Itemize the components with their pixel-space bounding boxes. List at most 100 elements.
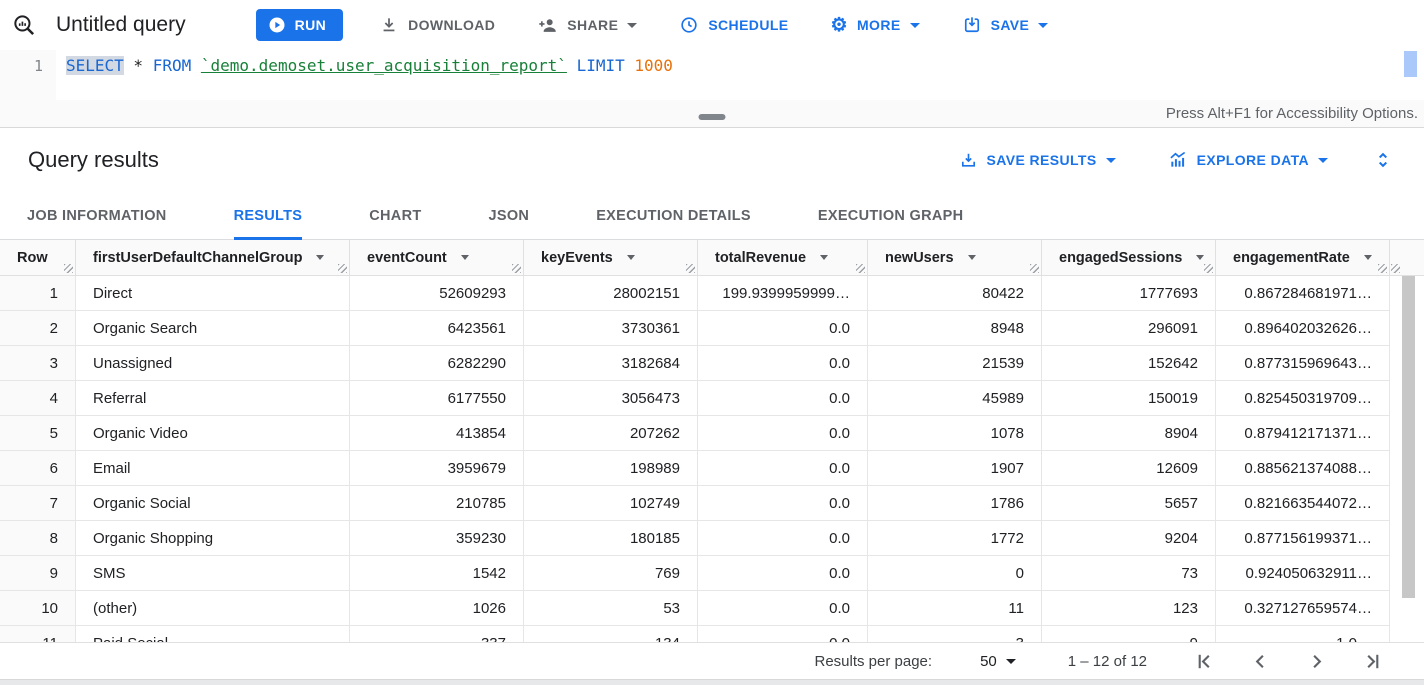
row-number-cell: 10 [0,591,76,626]
table-cell: 0.0 [698,311,868,346]
table-cell: 337 [350,626,524,642]
table-row: 7 Organic Social 210785 102749 0.0 1786 5657 0.… [0,486,1424,521]
more-button[interactable]: ⚙ MORE [823,10,928,41]
table-row: 10 (other) 1026 53 0.0 11 123 0.327127659574… [0,591,1424,626]
splitter-drag-handle[interactable] [698,114,726,120]
line-number-gutter: 1 [0,50,56,100]
tab-execution-details[interactable]: EXECUTION DETAILS [596,207,751,224]
table-cell: 1.0… [1216,626,1390,642]
row-number-cell: 9 [0,556,76,591]
column-header-firstuserdefaultchannelgroup[interactable]: firstUserDefaultChannelGroup [76,240,350,275]
table-cell: 12609 [1042,451,1216,486]
column-menu-caret-icon[interactable] [967,255,976,260]
column-menu-caret-icon[interactable] [1196,255,1205,260]
table-cell: 0.877156199371… [1216,521,1390,556]
save-box-icon [962,15,982,35]
column-label: engagementRate [1233,249,1350,266]
next-page-button[interactable] [1305,650,1328,673]
table-cell: Organic Video [76,416,350,451]
table-row: 3 Unassigned 6282290 3182684 0.0 21539 152642 0… [0,346,1424,381]
column-label: Row [17,249,48,266]
run-button[interactable]: RUN [255,9,344,41]
table-cell: 199.9399959999… [698,276,868,311]
query-magnifier-icon [12,12,38,38]
table-cell: Organic Social [76,486,350,521]
table-cell: 0.0 [698,381,868,416]
column-menu-caret-icon[interactable] [460,255,469,260]
save-button[interactable]: SAVE [954,9,1057,41]
chevron-left-icon [1249,650,1272,673]
tab-execution-graph[interactable]: EXECUTION GRAPH [817,207,964,224]
page-size-select[interactable]: 50 [980,653,1016,670]
table-cell: 359230 [350,521,524,556]
column-header-newusers[interactable]: newUsers [868,240,1042,275]
sql-code-line[interactable]: SELECT * FROM `demo.demoset.user_acquisi… [56,50,673,100]
column-menu-caret-icon[interactable] [1363,255,1372,260]
table-cell: 413854 [350,416,524,451]
column-menu-caret-icon[interactable] [626,255,635,260]
table-cell: 1078 [868,416,1042,451]
column-resize-handle[interactable] [338,264,347,273]
explore-data-button[interactable]: EXPLORE DATA [1164,144,1332,176]
query-results-title: Query results [28,147,159,172]
table-cell: 6423561 [350,311,524,346]
table-cell: 152642 [1042,346,1216,381]
table-cell: SMS [76,556,350,591]
previous-page-button[interactable] [1249,650,1272,673]
table-cell: 150019 [1042,381,1216,416]
tab-chart[interactable]: CHART [369,207,422,224]
column-resize-handle[interactable] [64,264,73,273]
column-header-row[interactable]: Row [0,240,76,275]
table-cell: 0.877315969643… [1216,346,1390,381]
tab-json[interactable]: JSON [488,207,530,224]
table-cell: 180185 [524,521,698,556]
column-header-engagementrate[interactable]: engagementRate [1216,240,1390,275]
column-resize-handle[interactable] [1204,264,1213,273]
schedule-button[interactable]: SCHEDULE [671,9,796,41]
download-button[interactable]: DOWNLOAD [371,9,503,41]
column-menu-caret-icon[interactable] [820,255,829,260]
table-cell: 3730361 [524,311,698,346]
table-cell: 1772 [868,521,1042,556]
first-page-button[interactable] [1193,650,1216,673]
table-cell: 0.885621374088… [1216,451,1390,486]
save-results-button[interactable]: SAVE RESULTS [955,145,1120,176]
column-resize-handle[interactable] [856,264,865,273]
save-alt-icon [959,151,978,170]
column-label: eventCount [367,249,447,266]
editor-scrollbar-thumb[interactable] [1404,51,1417,77]
download-icon [379,15,399,35]
table-cell: 1026 [350,591,524,626]
tab-results[interactable]: RESULTS [233,192,303,240]
sql-token-table-ref[interactable]: `demo.demoset.user_acquisition_report` [200,56,567,75]
column-resize-handle[interactable] [1030,264,1039,273]
column-header-engagedsessions[interactable]: engagedSessions [1042,240,1216,275]
column-header-totalrevenue[interactable]: totalRevenue [698,240,868,275]
table-cell: 296091 [1042,311,1216,346]
column-resize-handle[interactable] [512,264,521,273]
table-cell: 1777693 [1042,276,1216,311]
table-scrollbar-thumb[interactable] [1402,276,1415,598]
column-resize-handle[interactable] [1378,264,1387,273]
table-cell: 0.0 [698,556,868,591]
chevron-down-icon [1038,22,1049,28]
sql-editor[interactable]: 1 SELECT * FROM `demo.demoset.user_acqui… [0,50,1424,100]
chevron-right-icon [1305,650,1328,673]
column-menu-caret-icon[interactable] [316,255,325,260]
share-button[interactable]: SHARE [529,9,645,42]
column-label: firstUserDefaultChannelGroup [93,249,303,266]
column-resize-handle[interactable] [686,264,695,273]
column-header-eventcount[interactable]: eventCount [350,240,524,275]
collapse-results-button[interactable] [1368,145,1398,175]
table-cell: 123 [1042,591,1216,626]
table-row: 8 Organic Shopping 359230 180185 0.0 1772 9204… [0,521,1424,556]
column-header-keyevents[interactable]: keyEvents [524,240,698,275]
gear-icon: ⚙ [830,14,848,36]
table-cell: 3182684 [524,346,698,381]
last-page-button[interactable] [1361,650,1384,673]
row-number-cell: 4 [0,381,76,416]
tab-job-information[interactable]: JOB INFORMATION [27,207,167,224]
query-tab-title: Untitled query [56,13,186,36]
table-cell: 8948 [868,311,1042,346]
column-resize-handle[interactable] [1391,264,1400,273]
